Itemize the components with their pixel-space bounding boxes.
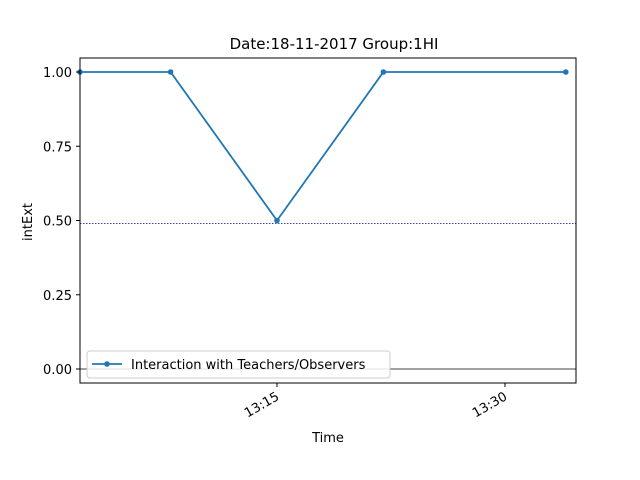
data-point — [167, 69, 174, 75]
y-axis-label: intExt — [21, 203, 36, 241]
y-tick-label: 0.00 — [43, 363, 72, 378]
legend-label: Interaction with Teachers/Observers — [131, 358, 366, 373]
plot-background — [80, 58, 576, 383]
legend: Interaction with Teachers/Observers — [86, 350, 391, 379]
y-tick-label: 0.25 — [43, 289, 72, 304]
chart-title: Date:18-11-2017 Group:1HI — [230, 35, 439, 53]
y-tick-label: 0.50 — [43, 215, 72, 230]
y-tick-label: 0.75 — [43, 140, 72, 155]
plot-area — [77, 57, 577, 384]
y-tick-label: 1.00 — [43, 66, 72, 81]
legend-marker — [104, 361, 110, 367]
data-point — [563, 69, 569, 75]
x-axis-label: Time — [311, 431, 344, 446]
legend-box — [86, 350, 391, 379]
y-axis: 0.00 0.25 0.50 0.75 1.00 — [43, 66, 80, 378]
data-point — [380, 69, 387, 75]
data-point — [274, 217, 280, 224]
